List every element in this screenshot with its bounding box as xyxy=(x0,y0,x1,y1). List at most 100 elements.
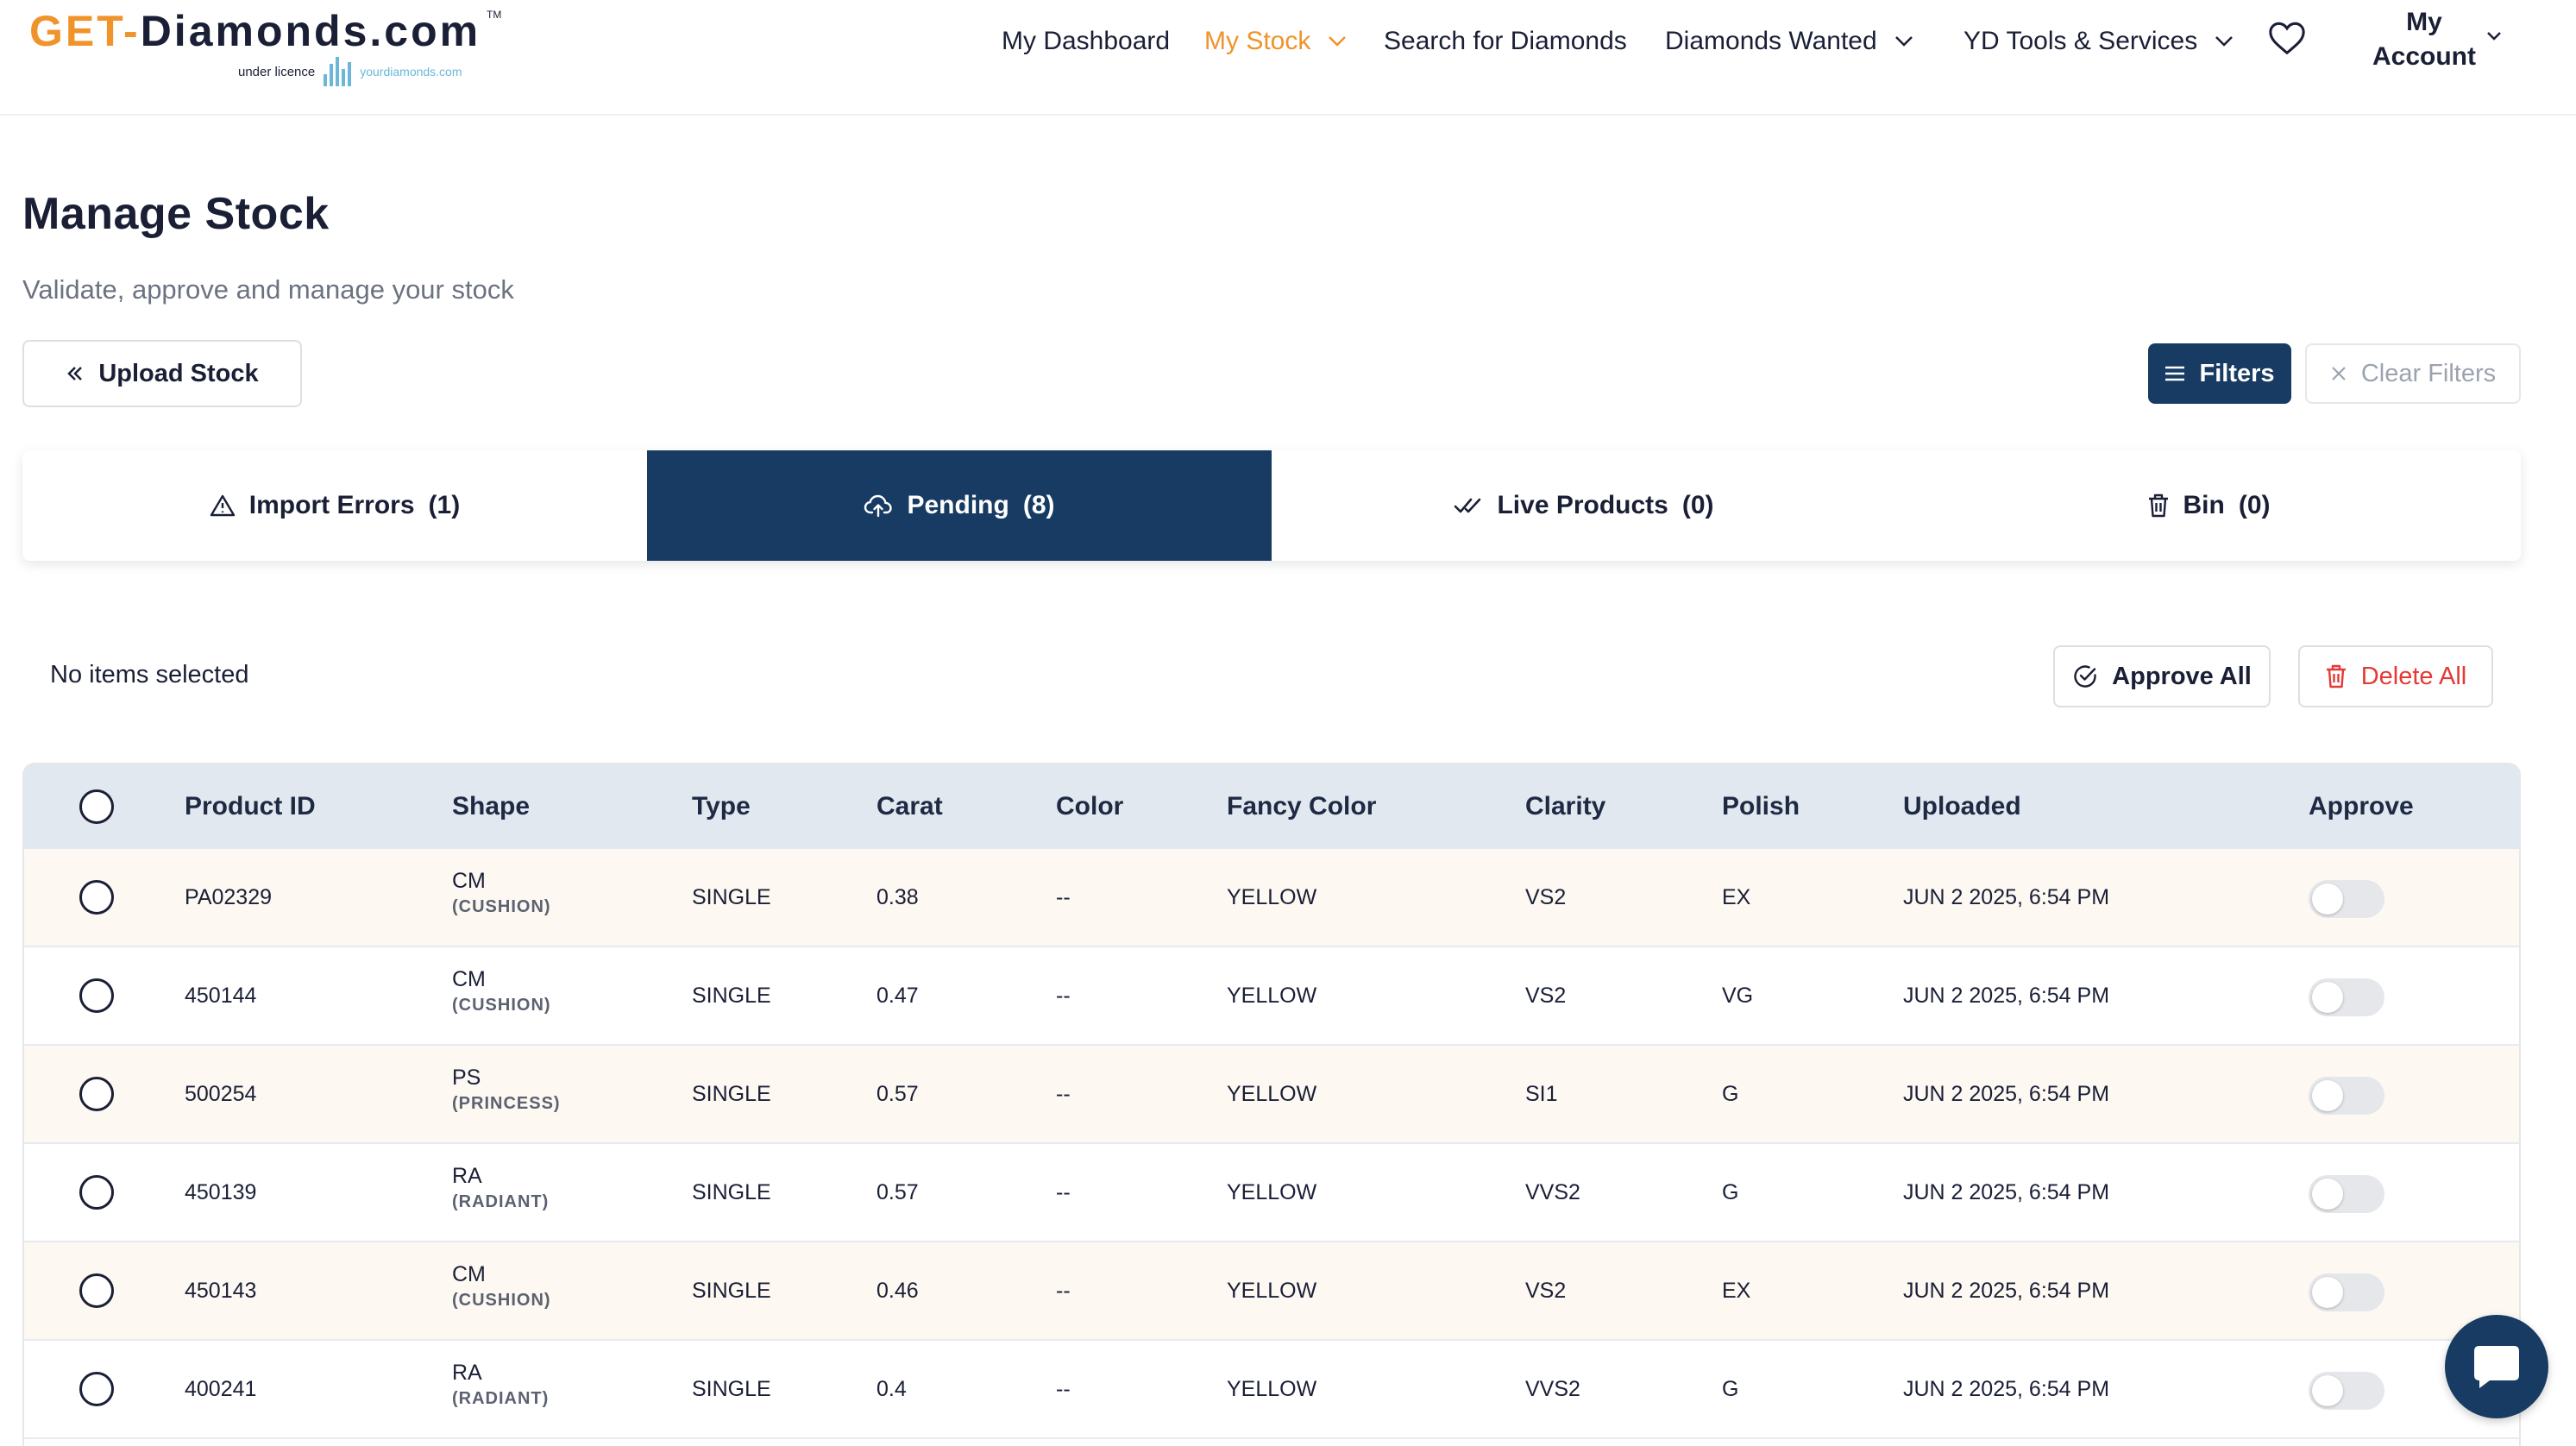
filters-button[interactable]: Filters xyxy=(2148,343,2291,404)
cell-polish: G xyxy=(1722,1180,1739,1204)
approve-toggle[interactable] xyxy=(2309,1175,2384,1213)
chat-widget-button[interactable] xyxy=(2445,1315,2548,1418)
nav-my-stock[interactable]: My Stock xyxy=(1204,17,1347,66)
site-logo[interactable]: GET-Diamonds.com TM under licence yourdi… xyxy=(29,5,512,91)
cell-clarity: VS2 xyxy=(1525,984,1567,1008)
nav-yd-tools[interactable]: YD Tools & Services xyxy=(1963,17,2234,66)
table-row[interactable]: 500254 PS (PRINCESS) SINGLE 0.57 -- YELLO… xyxy=(24,1046,2519,1144)
row-select-radio[interactable] xyxy=(79,978,114,1013)
logo-licence: under licence yourdiamonds.com xyxy=(238,57,462,86)
heart-icon[interactable] xyxy=(2267,19,2307,57)
table-row[interactable]: 450144 CM (CUSHION) SINGLE 0.47 -- YELLOW… xyxy=(24,947,2519,1046)
approve-toggle[interactable] xyxy=(2309,1372,2384,1410)
approve-toggle[interactable] xyxy=(2309,1273,2384,1311)
cell-fancy-color: YELLOW xyxy=(1227,1082,1317,1106)
yourdiamonds-bars-icon xyxy=(324,57,352,86)
toggle-knob xyxy=(2312,982,2343,1013)
shape-name: (PRINCESS) xyxy=(452,1094,561,1113)
tab-count: (0) xyxy=(1681,491,1714,519)
row-select-radio[interactable] xyxy=(79,1175,114,1210)
cell-shape: CM (CUSHION) xyxy=(452,966,551,1018)
toggle-knob xyxy=(2312,883,2343,915)
close-icon xyxy=(2332,367,2346,380)
shape-code: CM xyxy=(452,1262,486,1286)
delete-all-label: Delete All xyxy=(2360,662,2467,690)
table-row[interactable]: 450139 RA (RADIANT) SINGLE 0.57 -- YELLOW… xyxy=(24,1144,2519,1242)
nav-search-diamonds[interactable]: Search for Diamonds xyxy=(1384,17,1627,66)
cell-uploaded: JUN 2 2025, 6:54 PM xyxy=(1903,885,2110,909)
clear-filters-button[interactable]: Clear Filters xyxy=(2305,343,2521,404)
nav-label: My Dashboard xyxy=(1002,27,1171,55)
top-header: GET-Diamonds.com TM under licence yourdi… xyxy=(0,0,2576,116)
cloud-upload-icon xyxy=(864,494,893,518)
tab-count: (8) xyxy=(1022,491,1055,519)
nav-my-dashboard[interactable]: My Dashboard xyxy=(1002,17,1170,66)
row-select-radio[interactable] xyxy=(79,1077,114,1111)
column-header-shape[interactable]: Shape xyxy=(452,792,531,820)
tab-label: Import Errors xyxy=(248,491,415,519)
page-subtitle: Validate, approve and manage your stock xyxy=(22,274,514,305)
column-header-fancy-color[interactable]: Fancy Color xyxy=(1227,792,1377,820)
cell-color: -- xyxy=(1056,885,1071,909)
select-all-radio[interactable] xyxy=(79,789,114,824)
stock-tabs: Import Errors (1) Pending (8) Live Produ… xyxy=(22,450,2521,561)
cell-uploaded: JUN 2 2025, 6:54 PM xyxy=(1903,1377,2110,1401)
row-select-radio[interactable] xyxy=(79,1372,114,1406)
cell-fancy-color: YELLOW xyxy=(1227,885,1317,909)
cell-uploaded: JUN 2 2025, 6:54 PM xyxy=(1903,1180,2110,1204)
tab-count: (1) xyxy=(428,491,461,519)
cell-carat: 0.57 xyxy=(876,1082,919,1106)
column-header-color[interactable]: Color xyxy=(1056,792,1124,820)
approve-all-button[interactable]: Approve All xyxy=(2053,645,2271,707)
cell-shape: PS (PRINCESS) xyxy=(452,1065,561,1116)
clear-filters-label: Clear Filters xyxy=(2360,359,2497,387)
cell-carat: 0.57 xyxy=(876,1180,919,1204)
trash-icon xyxy=(2326,664,2346,688)
column-header-type[interactable]: Type xyxy=(692,792,751,820)
column-header-polish[interactable]: Polish xyxy=(1722,792,1800,820)
column-header-clarity[interactable]: Clarity xyxy=(1525,792,1606,820)
cell-polish: EX xyxy=(1722,1279,1751,1303)
nav-label: Search for Diamonds xyxy=(1384,27,1627,55)
cell-type: SINGLE xyxy=(692,1180,771,1204)
column-header-uploaded[interactable]: Uploaded xyxy=(1903,792,2021,820)
cell-color: -- xyxy=(1056,1082,1071,1106)
row-select-radio[interactable] xyxy=(79,880,114,915)
filters-label: Filters xyxy=(2199,359,2275,387)
tab-label: Pending xyxy=(907,491,1009,519)
nav-diamonds-wanted[interactable]: Diamonds Wanted xyxy=(1665,17,1913,66)
tab-bin[interactable]: Bin (0) xyxy=(1896,450,2521,561)
cell-product-id: 450139 xyxy=(185,1180,257,1204)
approve-toggle[interactable] xyxy=(2309,1077,2384,1115)
column-header-product-id[interactable]: Product ID xyxy=(185,792,316,820)
chevron-down-icon[interactable] xyxy=(2486,31,2502,41)
approve-toggle[interactable] xyxy=(2309,978,2384,1016)
stock-table: Product ID Shape Type Carat Color Fancy … xyxy=(22,763,2521,1446)
table-row[interactable]: PA02329 CM (CUSHION) SINGLE 0.38 -- YELLO… xyxy=(24,849,2519,947)
tab-count: (0) xyxy=(2238,491,2271,519)
table-row[interactable]: 400241 RA (RADIANT) SINGLE 0.4 -- YELLOW … xyxy=(24,1341,2519,1439)
table-row[interactable]: 450143 CM (CUSHION) SINGLE 0.46 -- YELLOW… xyxy=(24,1242,2519,1341)
my-account-menu[interactable]: My Account xyxy=(2364,5,2485,74)
column-header-carat[interactable]: Carat xyxy=(876,792,943,820)
approve-toggle[interactable] xyxy=(2309,880,2384,918)
check-circle-icon xyxy=(2074,665,2096,688)
cell-polish: VG xyxy=(1722,984,1754,1008)
cell-clarity: SI1 xyxy=(1525,1082,1558,1106)
tab-pending[interactable]: Pending (8) xyxy=(647,450,1272,561)
cell-clarity: VS2 xyxy=(1525,885,1567,909)
tab-import-errors[interactable]: Import Errors (1) xyxy=(22,450,647,561)
upload-stock-label: Upload Stock xyxy=(98,359,259,387)
chevron-down-icon xyxy=(2215,36,2234,47)
shape-name: (CUSHION) xyxy=(452,1291,551,1310)
cell-color: -- xyxy=(1056,984,1071,1008)
shape-code: RA xyxy=(452,1164,482,1188)
upload-stock-button[interactable]: Upload Stock xyxy=(22,340,302,407)
tab-label: Bin xyxy=(2183,491,2225,519)
delete-all-button[interactable]: Delete All xyxy=(2298,645,2493,707)
selection-status: No items selected xyxy=(50,661,249,688)
cell-carat: 0.38 xyxy=(876,885,919,909)
nav-label: My Stock xyxy=(1204,27,1311,55)
row-select-radio[interactable] xyxy=(79,1273,114,1308)
tab-live-products[interactable]: Live Products (0) xyxy=(1272,450,1896,561)
